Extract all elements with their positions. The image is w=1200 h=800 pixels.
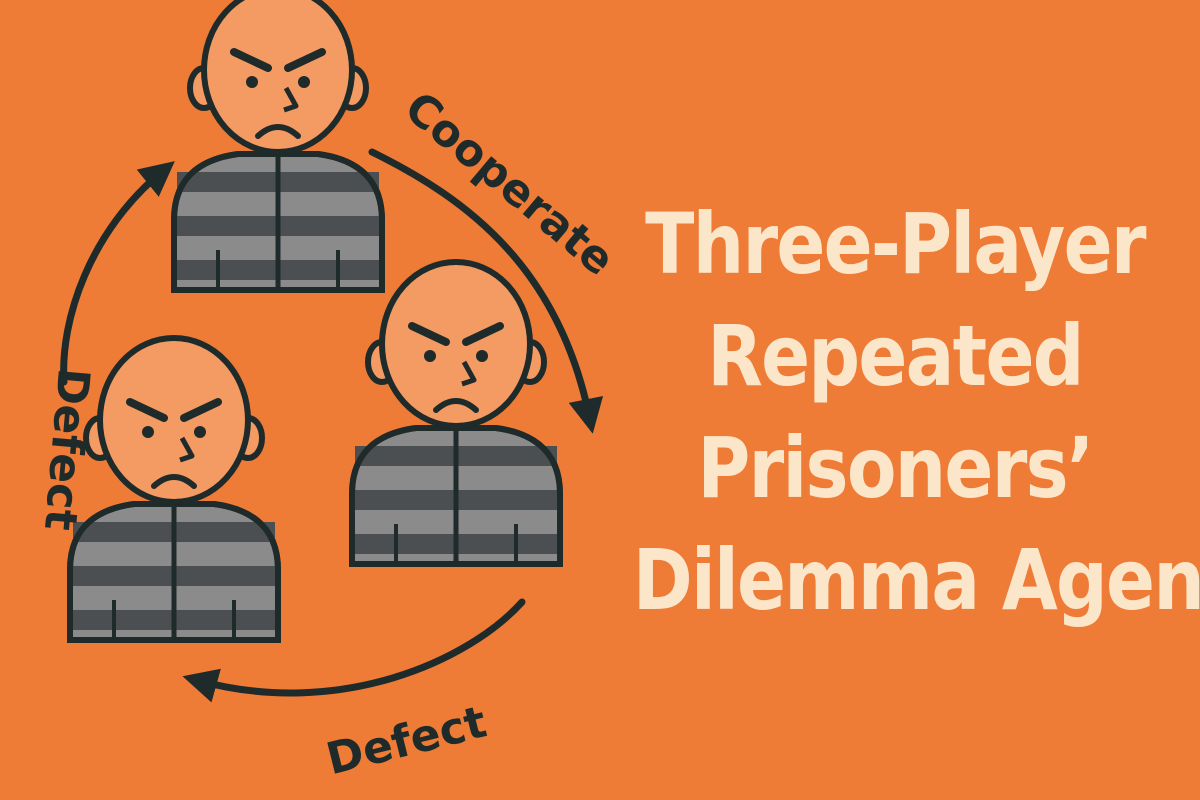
arrow-defect-left (60, 161, 175, 386)
prisoner-left (70, 338, 278, 640)
label-defect-left: Defect (34, 366, 99, 532)
page-title: Three-Player Repeated Prisoners’ Dilemma… (632, 188, 1200, 636)
arrow-defect-bottom (182, 598, 526, 703)
title-line: Three-Player (645, 195, 1146, 293)
prisoner-top (174, 0, 382, 290)
title-line: Prisoners’ (697, 419, 1094, 517)
prisoner-right (352, 262, 560, 564)
title-line: Dilemma Agent (632, 531, 1200, 629)
title-line: Repeated (707, 307, 1084, 405)
arrow-cooperate (368, 148, 604, 434)
label-defect-bottom: Defect (322, 697, 492, 786)
